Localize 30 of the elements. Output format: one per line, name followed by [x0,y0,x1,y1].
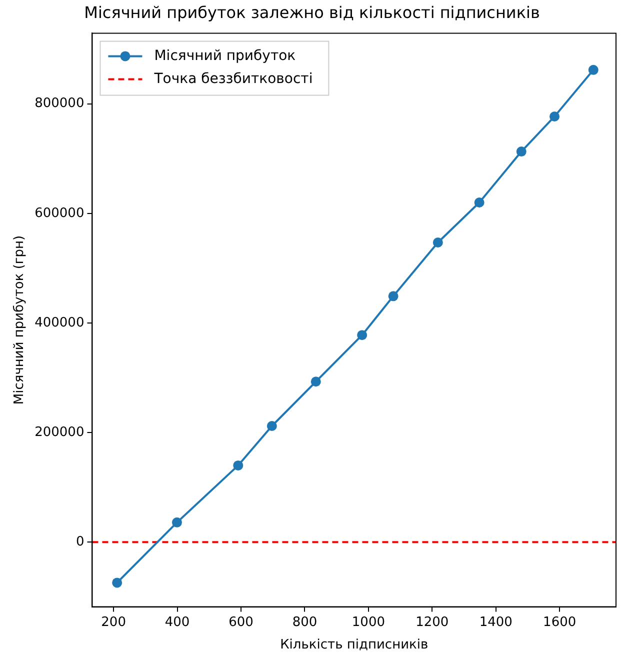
point [550,111,560,122]
point [266,421,277,432]
point [112,578,122,588]
chart-title: Місячний прибуток залежно від кількості підписників [84,2,540,22]
point [516,146,526,157]
legend-label: Місячний прибуток [154,48,296,64]
point [310,376,321,387]
point [474,197,484,208]
point [172,517,182,528]
x-tick-label: 1200 [416,614,449,630]
y-tick-label: 200000 [34,424,84,440]
x-tick-label: 800 [292,614,318,630]
x-tick-label: 400 [164,614,190,630]
point [233,460,244,470]
legend-label: Точка беззбитковості [153,70,313,87]
point [388,291,398,302]
x-tick-label: 1000 [352,614,385,630]
y-tick-label: 0 [76,534,84,550]
y-tick-label: 800000 [34,96,84,112]
x-tick-label: 1400 [479,614,512,630]
y-tick-label: 400000 [34,315,84,330]
x-axis-title: Кількість підписників [280,638,428,653]
point [357,330,368,340]
x-tick-label: 600 [228,614,254,630]
y-tick-label: 600000 [34,206,84,221]
point [432,237,443,248]
point [588,64,598,75]
x-tick-label: 1600 [543,614,576,630]
x-tick-label: 200 [101,614,126,630]
y-axis-title: Місячний прибуток (грн) [12,235,28,405]
